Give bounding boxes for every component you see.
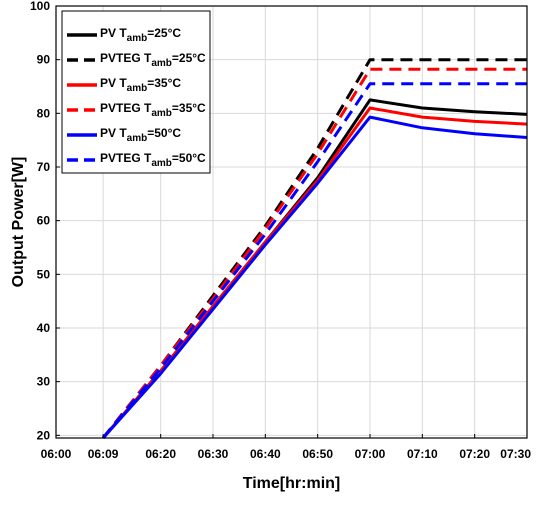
x-tick-label: 06:00 [41,447,72,461]
legend-label-1: PV Tamb=25°C [100,26,181,44]
legend-label-6: PVTEG Tamb=50°C [100,151,206,169]
y-tick-label: 20 [37,428,51,442]
tick-layer: 06:00 06:09 06:20 06:30 06:40 06:50 07:00 07:10… [30,0,531,461]
y-tick-label: 50 [37,267,51,281]
legend-box [61,10,211,174]
x-tick-label: 06:09 [88,447,119,461]
x-tick-label: 07:30 [500,447,531,461]
x-tick-label: 07:20 [459,447,490,461]
y-tick-label: 100 [30,0,50,13]
series-line-4 [101,67,527,439]
x-tick-label: 07:10 [407,447,438,461]
y-tick-label: 70 [37,160,51,174]
y-tick-label: 30 [37,375,51,389]
y-tick-label: 60 [37,214,51,228]
y-tick-label: 80 [37,106,51,120]
legend-label-2: PVTEG Tamb=25°C [100,51,206,69]
series-line-3 [101,106,528,439]
legend-items: PV Tamb=25°C PVTEG Tamb=25°C PV Tamb=35°C P… [67,26,206,169]
legend-label-4: PVTEG Tamb=35°C [100,101,206,119]
y-tick-label: 40 [37,321,51,335]
legend-label-3: PV Tamb=35°C [100,76,181,94]
x-tick-label: 06:20 [145,447,176,461]
x-tick-label: 06:50 [302,447,333,461]
series-layer [101,58,528,439]
x-tick-label: 06:40 [250,447,281,461]
series-line-5 [101,115,528,439]
legend-label-5: PV Tamb=50°C [100,126,181,144]
series-line-6 [101,82,527,439]
y-axis-label: Output Power[W] [10,157,27,288]
x-axis-label: Time[hr:min] [243,475,340,492]
legend: PV Tamb=25°C PVTEG Tamb=25°C PV Tamb=35°C P… [61,10,211,174]
y-tick-label: 90 [37,53,51,67]
x-tick-label: 07:00 [355,447,386,461]
plot-frame [55,5,528,439]
x-tick-label: 06:30 [198,447,229,461]
